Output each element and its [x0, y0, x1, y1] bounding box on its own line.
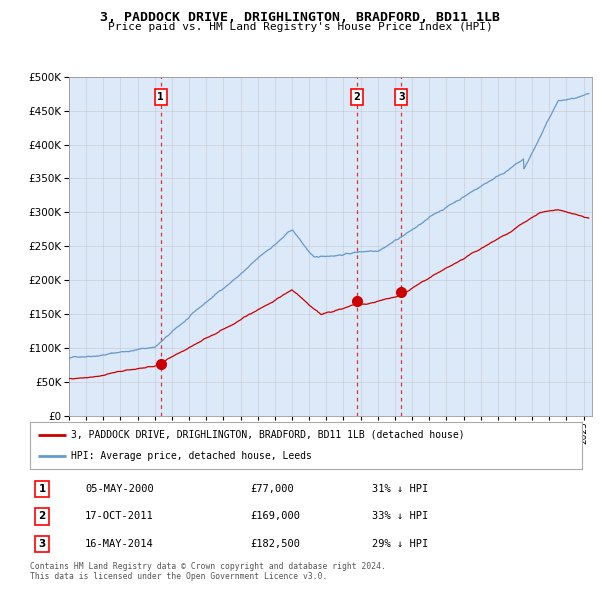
Text: 33% ↓ HPI: 33% ↓ HPI [372, 512, 428, 522]
Text: HPI: Average price, detached house, Leeds: HPI: Average price, detached house, Leed… [71, 451, 312, 461]
Text: £169,000: £169,000 [251, 512, 301, 522]
Text: £182,500: £182,500 [251, 539, 301, 549]
Text: 1: 1 [157, 92, 164, 102]
Text: 16-MAY-2014: 16-MAY-2014 [85, 539, 154, 549]
Text: 2: 2 [38, 512, 46, 522]
Text: 3, PADDOCK DRIVE, DRIGHLINGTON, BRADFORD, BD11 1LB (detached house): 3, PADDOCK DRIVE, DRIGHLINGTON, BRADFORD… [71, 430, 465, 440]
Text: Contains HM Land Registry data © Crown copyright and database right 2024.: Contains HM Land Registry data © Crown c… [30, 562, 386, 571]
Text: 29% ↓ HPI: 29% ↓ HPI [372, 539, 428, 549]
Text: £77,000: £77,000 [251, 484, 295, 494]
Text: Price paid vs. HM Land Registry's House Price Index (HPI): Price paid vs. HM Land Registry's House … [107, 22, 493, 32]
Text: 3: 3 [38, 539, 46, 549]
Text: 3: 3 [398, 92, 404, 102]
Text: 1: 1 [38, 484, 46, 494]
Text: This data is licensed under the Open Government Licence v3.0.: This data is licensed under the Open Gov… [30, 572, 328, 581]
Text: 17-OCT-2011: 17-OCT-2011 [85, 512, 154, 522]
Text: 2: 2 [353, 92, 361, 102]
Text: 05-MAY-2000: 05-MAY-2000 [85, 484, 154, 494]
Text: 3, PADDOCK DRIVE, DRIGHLINGTON, BRADFORD, BD11 1LB: 3, PADDOCK DRIVE, DRIGHLINGTON, BRADFORD… [100, 11, 500, 24]
Text: 31% ↓ HPI: 31% ↓ HPI [372, 484, 428, 494]
